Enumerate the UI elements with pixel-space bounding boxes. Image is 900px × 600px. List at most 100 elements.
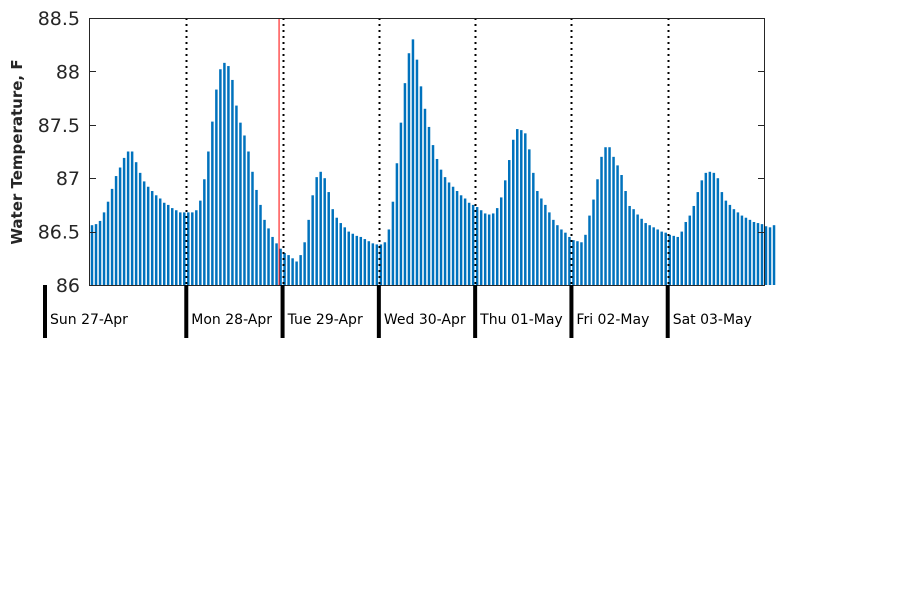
temperature-bar [142, 181, 146, 285]
temperature-bar [102, 212, 106, 285]
temperature-bar [568, 236, 571, 285]
temperature-bar [604, 147, 607, 285]
temperature-bar [672, 235, 675, 285]
temperature-bar [644, 223, 647, 285]
temperature-bar [183, 212, 186, 285]
y-tick-label: 86 [56, 275, 80, 297]
temperature-bar [367, 241, 371, 285]
day-label: Tue 29-Apr [287, 312, 363, 328]
day-label: Fri 02-May [576, 312, 649, 328]
temperature-bar [199, 200, 202, 285]
temperature-bar [532, 172, 535, 285]
temperature-bar [158, 198, 162, 285]
temperature-bar [544, 204, 547, 285]
temperature-bar [207, 151, 210, 285]
temperature-bar [251, 171, 254, 285]
temperature-bar [616, 165, 619, 285]
temperature-bar [716, 178, 720, 285]
temperature-bar [580, 242, 583, 285]
temperature-bar [700, 180, 704, 285]
temperature-bar [520, 130, 523, 285]
temperature-bar [98, 220, 102, 285]
temperature-bar [652, 227, 655, 285]
temperature-bar [624, 191, 627, 285]
temperature-bar [299, 255, 302, 285]
temperature-bar [339, 223, 342, 285]
temperature-bar [684, 221, 688, 285]
temperature-bar [375, 244, 379, 285]
temperature-bar [271, 236, 274, 285]
temperature-bar [495, 208, 499, 285]
temperature-bar [379, 244, 383, 285]
y-axis-label: Water Temperature, F [8, 59, 26, 244]
temperature-bar [311, 195, 314, 285]
day-label: Sat 03-May [673, 312, 752, 328]
temperature-bar [179, 212, 182, 285]
temperature-bar [371, 243, 375, 285]
temperature-bar [588, 215, 591, 285]
temperature-bar [728, 204, 732, 285]
temperature-bar [724, 200, 728, 285]
temperature-bar [166, 204, 170, 285]
temperature-bar [499, 197, 503, 285]
temperature-bar [114, 176, 118, 285]
temperature-bar [427, 126, 431, 285]
temperature-bar [572, 240, 575, 285]
temperature-bar [94, 224, 98, 285]
temperature-bar [740, 215, 744, 285]
temperature-bar [528, 149, 531, 285]
temperature-bar [431, 145, 435, 285]
temperature-bar [692, 205, 696, 285]
temperature-bar [255, 189, 258, 285]
temperature-bar [576, 241, 579, 285]
temperature-bar [303, 242, 306, 285]
temperature-bar [732, 209, 736, 285]
day-label: Wed 30-Apr [384, 312, 466, 328]
temperature-bar [483, 213, 487, 285]
temperature-bar [560, 229, 563, 285]
temperature-bar [467, 202, 471, 285]
temperature-bar [516, 129, 519, 285]
bars-layer [90, 39, 776, 286]
temperature-bar [524, 133, 527, 285]
temperature-bar [475, 207, 479, 285]
plot-frame [89, 18, 765, 286]
temperature-bar [688, 215, 692, 285]
temperature-bar [712, 172, 716, 285]
y-tick-label: 87 [56, 168, 80, 190]
day-axis: Sun 27-Apr Mon 28-Apr Tue 29-Apr Wed 30-Apr… [43, 285, 752, 338]
temperature-bar [744, 217, 748, 285]
temperature-bar [423, 108, 427, 285]
temperature-bar [584, 234, 587, 285]
temperature-bar [491, 213, 495, 285]
temperature-bar [146, 186, 150, 285]
temperature-bar [628, 205, 631, 285]
temperature-bar [636, 214, 639, 285]
temperature-bar [399, 122, 403, 285]
temperature-bar [419, 86, 423, 285]
temperature-bar [503, 180, 507, 285]
temperature-bar [383, 242, 387, 285]
temperature-bar [660, 231, 663, 285]
temperature-bar [736, 212, 740, 285]
temperature-bar [154, 195, 158, 285]
temperature-bar [756, 223, 760, 285]
temperature-bar [664, 232, 667, 285]
temperature-bar [676, 236, 679, 285]
temperature-bar [355, 235, 359, 285]
temperature-bar [443, 177, 447, 285]
temperature-bar [343, 227, 346, 285]
temperature-bar [411, 39, 415, 285]
temperature-bar [275, 243, 278, 285]
temperature-bar [175, 210, 178, 285]
y-tick-label: 87.5 [38, 115, 80, 137]
temperature-bar [291, 258, 294, 285]
temperature-bar [122, 157, 126, 285]
temperature-bar [680, 231, 683, 285]
y-axis-ticks: 86 86.5 87 87.5 88 88.5 [38, 8, 764, 297]
temperature-bar [387, 229, 391, 285]
temperature-bar [171, 208, 174, 285]
temperature-bar [596, 179, 599, 285]
day-gridlines [185, 18, 670, 285]
